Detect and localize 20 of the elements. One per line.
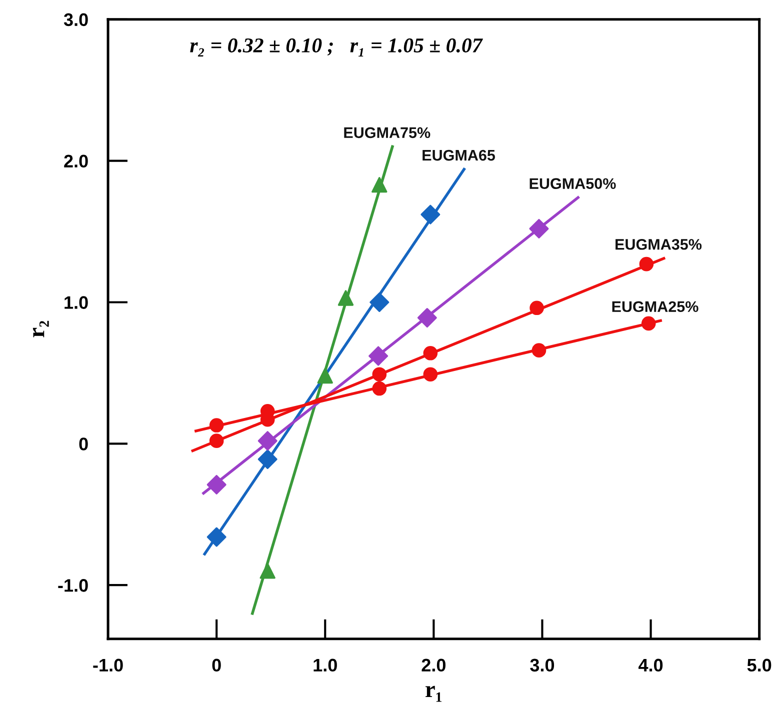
y-axis-title: r₂ — [32, 320, 49, 338]
x-tick-label: -1.0 — [93, 658, 123, 672]
y-tick-label: -1.0 — [58, 579, 88, 592]
y-tick-label: 2.0 — [64, 154, 88, 168]
series-label: EUGMA50% — [530, 178, 616, 189]
y-tick-label: 3.0 — [64, 13, 88, 26]
series-label: EUGMA65 — [422, 150, 496, 161]
x-tick-label: 2.0 — [422, 658, 446, 672]
series-label: EUGMA75% — [344, 127, 430, 138]
x-tick-label: 5.0 — [747, 658, 772, 672]
y-tick-label: 1.0 — [64, 296, 88, 309]
x-axis-title: r₁ — [426, 686, 442, 702]
y-tick-label: 0 — [79, 438, 88, 450]
series-label: EUGMA25% — [612, 301, 698, 312]
series-label: EUGMA35% — [616, 238, 702, 250]
x-tick-label: 0 — [212, 658, 221, 672]
x-tick-label: 1.0 — [314, 658, 337, 672]
x-tick-label: 3.0 — [530, 658, 554, 672]
x-tick-label: 4.0 — [638, 658, 663, 672]
annotation: r₂ = 0.32 ± 0.10 ; r₁ = 1.05 ± 0.07 — [190, 38, 483, 56]
